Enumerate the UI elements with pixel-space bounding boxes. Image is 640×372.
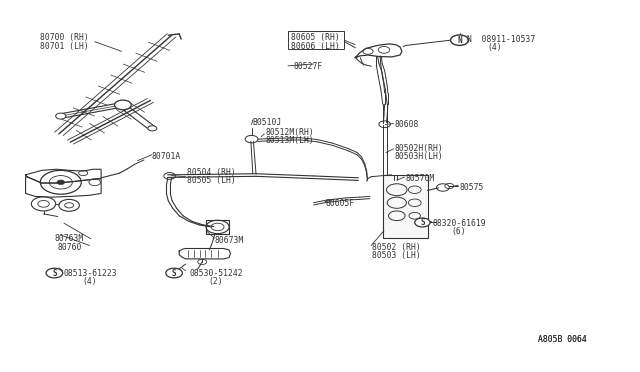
Text: B0510J: B0510J [253, 118, 282, 127]
Text: 80606 (LH): 80606 (LH) [291, 42, 340, 51]
Text: 80502 (RH): 80502 (RH) [372, 243, 421, 252]
Text: S: S [52, 269, 57, 278]
Text: 08530-51242: 08530-51242 [189, 269, 243, 278]
Text: N: N [457, 36, 462, 45]
Bar [288, 31, 344, 49]
Text: 80502H(RH): 80502H(RH) [395, 144, 444, 153]
Circle shape [415, 218, 430, 227]
Text: 80504 (RH): 80504 (RH) [187, 168, 236, 177]
Text: 80608: 80608 [395, 120, 419, 129]
Text: 08513-61223: 08513-61223 [64, 269, 118, 278]
Bar [383, 175, 428, 238]
Text: 80673M: 80673M [214, 236, 244, 245]
Text: 80503H(LH): 80503H(LH) [395, 153, 444, 161]
Text: 80605 (RH): 80605 (RH) [291, 33, 340, 42]
Text: 80513M(LH): 80513M(LH) [266, 136, 314, 145]
Text: 80503 (LH): 80503 (LH) [372, 251, 421, 260]
Text: 80575: 80575 [460, 183, 484, 192]
Circle shape [57, 180, 65, 185]
Text: (6): (6) [452, 227, 467, 236]
Text: 80701A: 80701A [152, 153, 181, 161]
Circle shape [115, 100, 131, 110]
Text: (4): (4) [488, 43, 502, 52]
Circle shape [148, 126, 157, 131]
Circle shape [451, 35, 468, 45]
Circle shape [166, 268, 182, 278]
Text: S: S [172, 269, 177, 278]
Text: 80763M: 80763M [54, 234, 84, 243]
Text: A805B 0064: A805B 0064 [538, 335, 586, 344]
Text: (4): (4) [82, 277, 97, 286]
Text: 80505 (LH): 80505 (LH) [187, 176, 236, 185]
Text: S: S [420, 218, 425, 227]
Text: (2): (2) [209, 277, 223, 286]
Text: A805B 0064: A805B 0064 [538, 335, 586, 344]
Text: 80570M: 80570M [406, 174, 435, 183]
Circle shape [56, 113, 66, 119]
Circle shape [46, 268, 63, 278]
Text: 80512M(RH): 80512M(RH) [266, 128, 314, 137]
Text: 80605F: 80605F [325, 199, 355, 208]
Text: 80700 (RH): 80700 (RH) [40, 33, 88, 42]
Text: N  08911-10537: N 08911-10537 [467, 35, 536, 44]
Text: 80760: 80760 [58, 243, 82, 252]
Text: 08320-61619: 08320-61619 [433, 219, 486, 228]
Text: 80527F: 80527F [293, 62, 323, 71]
Text: 80701 (LH): 80701 (LH) [40, 42, 88, 51]
